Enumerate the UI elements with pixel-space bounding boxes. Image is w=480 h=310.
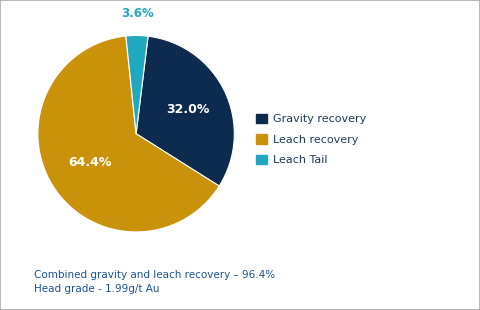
Legend: Gravity recovery, Leach recovery, Leach Tail: Gravity recovery, Leach recovery, Leach … [252, 109, 371, 170]
Text: 32.0%: 32.0% [166, 103, 209, 116]
Text: 3.6%: 3.6% [121, 7, 154, 20]
Text: 64.4%: 64.4% [69, 156, 112, 169]
Wedge shape [126, 36, 148, 134]
Text: Combined gravity and leach recovery – 96.4%
Head grade - 1.99g/t Au: Combined gravity and leach recovery – 96… [34, 270, 275, 294]
Wedge shape [38, 36, 219, 232]
Wedge shape [136, 36, 234, 186]
